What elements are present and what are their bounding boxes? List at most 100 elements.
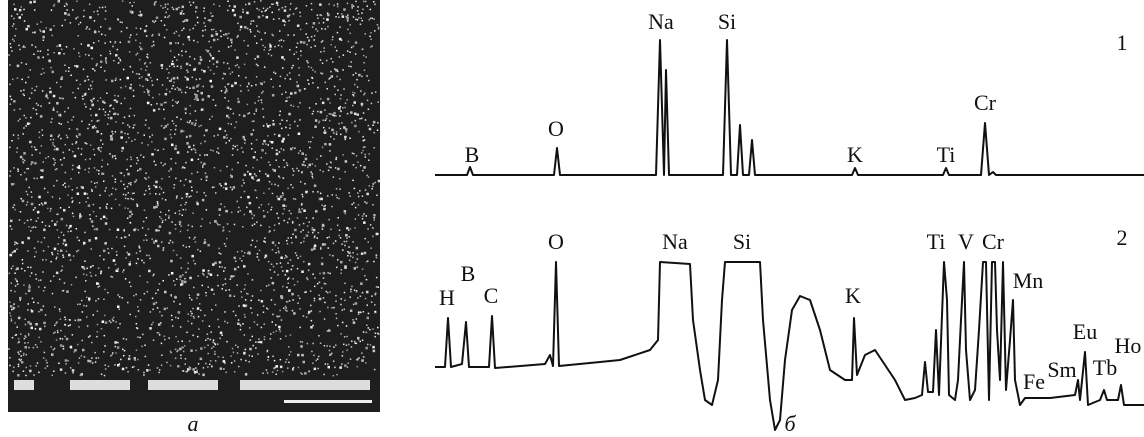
speckle (225, 372, 227, 374)
speckle (278, 45, 280, 47)
speckle (173, 63, 175, 65)
speckle (37, 51, 39, 53)
speckle (155, 293, 157, 295)
speckle (143, 262, 145, 264)
speckle (208, 95, 211, 98)
speckle (127, 208, 129, 210)
speckle (348, 41, 350, 43)
speckle (278, 217, 280, 219)
speckle (302, 196, 304, 198)
speckle (213, 293, 215, 295)
speckle (309, 164, 312, 167)
speckle (59, 311, 61, 313)
speckle (197, 17, 199, 19)
speckle (45, 360, 47, 362)
speckle (187, 321, 189, 323)
speckle (155, 229, 158, 232)
speckle (118, 57, 120, 59)
speckle (148, 186, 150, 188)
speckle (245, 4, 247, 6)
speckle (347, 255, 349, 257)
speckle (78, 240, 80, 242)
speckle (64, 111, 66, 113)
speckle (218, 248, 220, 250)
speckle (234, 360, 236, 362)
speckle (161, 20, 163, 22)
speckle (364, 201, 366, 203)
speckle (360, 90, 362, 92)
speckle (38, 311, 40, 313)
speckle (195, 241, 197, 243)
speckle (262, 15, 264, 17)
speckle (147, 144, 149, 146)
speckle (244, 64, 246, 66)
speckle (205, 292, 207, 294)
speckle (123, 338, 125, 340)
speckle (276, 213, 278, 215)
speckle (10, 315, 12, 317)
speckle (319, 3, 322, 6)
speckle (159, 109, 161, 111)
speckle (143, 156, 145, 158)
speckle (34, 247, 36, 249)
speckle (261, 149, 264, 152)
speckle (308, 40, 310, 42)
speckle (52, 35, 54, 37)
speckle (191, 159, 194, 162)
speckle (29, 98, 31, 100)
speckle (45, 157, 47, 159)
speckle (279, 30, 281, 32)
speckle (349, 138, 351, 140)
speckle (89, 335, 91, 337)
speckle (347, 3, 349, 5)
speckle (261, 92, 263, 94)
speckle (284, 208, 286, 210)
speckle (199, 303, 201, 305)
speckle (374, 369, 376, 371)
speckle (217, 343, 219, 345)
speckle (366, 203, 368, 205)
speckle (27, 123, 30, 126)
speckle (62, 98, 64, 100)
peak-label: Eu (1073, 319, 1097, 344)
speckle (376, 233, 379, 236)
speckle (108, 117, 110, 119)
speckle (110, 117, 113, 120)
speckle (298, 170, 300, 172)
speckle (180, 279, 182, 281)
speckle (23, 9, 25, 11)
speckle (149, 188, 151, 190)
speckle (99, 207, 101, 209)
speckle (352, 153, 354, 155)
speckle (358, 312, 360, 314)
speckle (35, 251, 37, 253)
speckle (59, 279, 61, 281)
speckle (217, 134, 219, 136)
speckle (293, 198, 295, 200)
speckle (352, 92, 354, 94)
speckle (182, 215, 184, 217)
speckle (71, 284, 73, 286)
speckle (26, 191, 28, 193)
speckle (58, 136, 60, 138)
speckle (370, 39, 372, 41)
speckle (109, 229, 111, 231)
speckle (112, 319, 114, 321)
speckle (231, 212, 233, 214)
speckle (323, 206, 325, 208)
speckle (205, 176, 208, 179)
speckle (72, 143, 74, 145)
speckle (374, 304, 376, 306)
speckle (337, 13, 339, 15)
speckle (245, 299, 247, 301)
speckle (94, 167, 96, 169)
speckle (134, 124, 136, 126)
speckle (228, 33, 230, 35)
speckle (112, 157, 114, 159)
speckle (114, 42, 116, 44)
peak-label: K (847, 142, 863, 167)
speckle (370, 46, 372, 48)
speckle (38, 286, 40, 288)
speckle (220, 36, 222, 38)
speckle (369, 153, 371, 155)
